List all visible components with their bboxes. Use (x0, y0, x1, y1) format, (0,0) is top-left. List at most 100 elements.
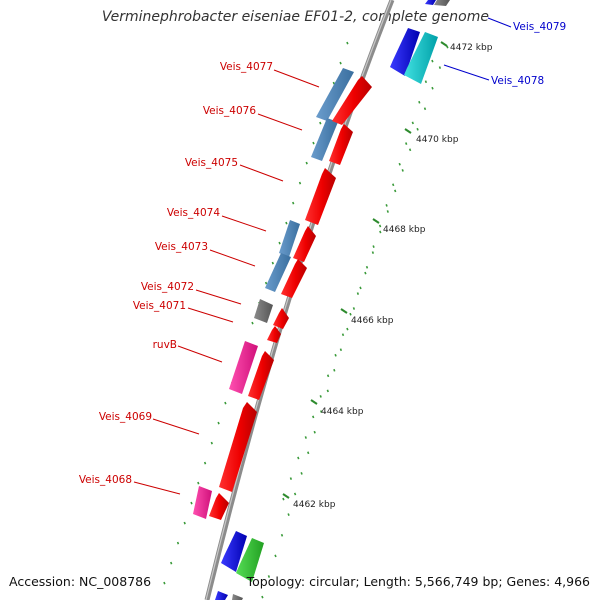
guide-dot-1-0 (446, 45, 449, 49)
guide-dot-0-24 (183, 521, 186, 525)
gene-lower-green-arrow (236, 538, 264, 582)
gene-label-ruvb[interactable]: ruvB (153, 339, 177, 351)
gene-veis-4077-arrow (316, 68, 354, 121)
guide-dot-2-3 (411, 121, 414, 125)
guide-dot-0-9 (285, 221, 288, 225)
gene-label-veis-4068[interactable]: Veis_4068 (79, 474, 132, 486)
gene-veis-4078-arrow (404, 32, 438, 84)
guide-dot-0-0 (346, 41, 349, 45)
gene-label-veis-4075[interactable]: Veis_4075 (185, 157, 238, 169)
tick-4472 (440, 41, 448, 47)
guide-dot-1-18 (312, 415, 315, 419)
leader-veis-4078 (443, 64, 490, 81)
gene-bottom-blue-arrow (215, 591, 228, 600)
guide-dot-2-18 (313, 430, 316, 434)
guide-dot-0-26 (170, 561, 173, 565)
leader-ruvb (177, 345, 223, 363)
gene-label-veis-4074[interactable]: Veis_4074 (167, 207, 221, 219)
axis-label-4466: 4466 kbp (351, 316, 394, 326)
gene-veis-4069-arrow (219, 402, 257, 492)
guide-dot-1-6 (401, 169, 404, 172)
gene-veis-4077-partner-arrow (332, 76, 372, 125)
gene-veis-4079-arrow (390, 28, 420, 76)
guide-dot-2-19 (307, 451, 310, 455)
tick-4466 (340, 308, 348, 314)
gene-bottom-gray-arrow (232, 594, 243, 600)
guide-dot-2-16 (326, 389, 329, 393)
gene-label-veis-4076[interactable]: Veis_4076 (203, 105, 257, 117)
gene-veis-4073-partner-arrow (281, 259, 307, 298)
guide-dot-1-4 (416, 127, 419, 131)
guide-dot-2-2 (418, 100, 421, 104)
guide-dot-1-21 (289, 477, 293, 480)
tick-4464 (310, 399, 318, 405)
guide-dot-0-1 (339, 61, 342, 65)
gene-veis-4074-partner-arrow (293, 226, 316, 262)
guide-dot-1-13 (349, 312, 352, 316)
guide-dot-1-2 (431, 86, 434, 90)
guide-dot-0-18 (224, 401, 227, 405)
gene-arrows (193, 0, 450, 600)
guide-dot-2-25 (267, 575, 271, 578)
guide-dot-1-10 (371, 251, 375, 254)
gene-label-veis-4079[interactable]: Veis_4079 (513, 21, 566, 33)
axis-label-4470: 4470 kbp (416, 135, 459, 145)
tick-4462 (282, 493, 290, 499)
gene-label-veis-4077[interactable]: Veis_4077 (220, 61, 273, 73)
axis-label-4464: 4464 kbp (321, 407, 364, 417)
gene-veis-4074-arrow (279, 220, 300, 257)
guide-dot-0-25 (176, 541, 180, 545)
guide-dot-2-8 (378, 224, 382, 228)
guide-dot-1-14 (341, 333, 345, 337)
gene-veis-4071-partner-arrow (267, 326, 281, 343)
guide-dot-1-7 (394, 189, 397, 193)
axis-label-4462: 4462 kbp (293, 500, 336, 510)
leader-veis-4077 (273, 69, 320, 88)
guide-dot-0-22 (197, 481, 200, 485)
guide-dot-0-8 (292, 201, 295, 205)
guide-dot-2-4 (405, 142, 408, 145)
guide-dot-2-15 (333, 368, 336, 372)
guide-dot-1-16 (326, 374, 330, 378)
label-leaders (133, 17, 512, 495)
guide-dot-2-24 (274, 554, 277, 558)
gene-veis-4075-arrow (305, 168, 336, 225)
guide-dot-2-11 (359, 286, 362, 290)
leader-veis-4068 (133, 481, 181, 495)
gene-label-veis-4078[interactable]: Veis_4078 (491, 75, 544, 87)
gene-label-veis-4072[interactable]: Veis_4072 (141, 281, 194, 293)
axis-label-4472: 4472 kbp (450, 43, 493, 53)
leader-veis-4079 (487, 17, 512, 28)
guide-dot-0-7 (298, 181, 302, 185)
leader-veis-4076 (257, 113, 303, 131)
guide-dot-2-21 (293, 492, 297, 496)
gene-veis-4076-partner-arrow (329, 124, 353, 165)
guide-dot-2-0 (431, 59, 434, 63)
leader-veis-4074 (221, 215, 267, 232)
guide-dot-1-3 (423, 107, 427, 111)
guide-dot-2-26 (261, 595, 264, 599)
guide-dot-0-19 (217, 421, 220, 425)
gene-label-veis-4071[interactable]: Veis_4071 (133, 300, 186, 312)
axis-label-4468: 4468 kbp (383, 225, 426, 235)
leader-veis-4072 (195, 289, 242, 305)
gene-label-veis-4073[interactable]: Veis_4073 (155, 241, 208, 253)
gene-label-veis-4069[interactable]: Veis_4069 (99, 411, 152, 423)
guide-dot-0-12 (264, 281, 268, 285)
gene-veis-4076-arrow (311, 118, 338, 161)
guide-dot-0-21 (203, 461, 207, 465)
leader-veis-4075 (239, 164, 284, 182)
guide-dot-0-5 (312, 141, 315, 145)
gene-labels: Veis_4077 Veis_4076 Veis_4075 Veis_4074 … (79, 21, 566, 486)
guide-dot-0-2 (332, 81, 335, 85)
gene-top-blue-arrow (425, 0, 436, 5)
leader-veis-4071 (187, 307, 234, 323)
guide-dot-1-19 (304, 436, 307, 439)
guide-dot-2-14 (339, 348, 343, 352)
guide-dot-0-4 (319, 121, 322, 125)
map-title: Verminephrobacter eiseniae EF01-2, compl… (101, 9, 489, 25)
guide-dot-0-10 (278, 241, 281, 245)
gene-veis-4068-arrow (193, 486, 212, 519)
